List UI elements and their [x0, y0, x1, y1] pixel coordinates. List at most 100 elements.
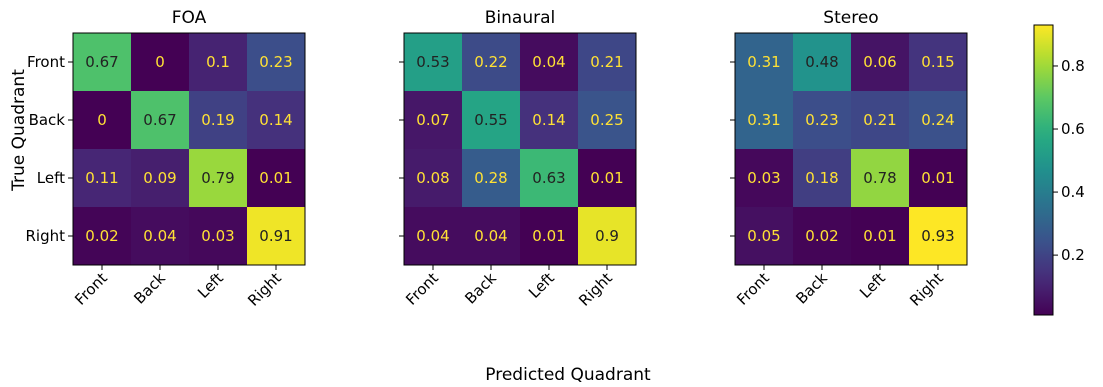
cell-value-label: 0.28 — [474, 169, 507, 187]
heatmap-cell — [520, 91, 579, 150]
panel-title: Stereo — [823, 8, 878, 28]
cell-value-label: 0.93 — [921, 227, 954, 245]
heatmap-cell — [851, 149, 910, 208]
cell-value-label: 0.01 — [863, 227, 896, 245]
x-tick-label: Front — [402, 269, 442, 309]
heatmap-cell — [131, 33, 190, 92]
heatmap-cell — [851, 91, 910, 150]
heatmap-cell — [578, 207, 637, 266]
cell-value-label: 0.55 — [474, 111, 507, 129]
cell-value-label: 0.14 — [532, 111, 565, 129]
heatmap-cell — [851, 33, 910, 92]
x-tick-label: Back — [130, 269, 169, 308]
cell-value-label: 0.06 — [863, 53, 896, 71]
heatmap-cell — [247, 149, 306, 208]
heatmap-cell — [404, 149, 463, 208]
heatmap-cell — [247, 91, 306, 150]
x-tick-label: Front — [71, 269, 111, 309]
cell-value-label: 0.67 — [143, 111, 176, 129]
heatmap-cell — [189, 91, 248, 150]
cell-value-label: 0.78 — [863, 169, 896, 187]
heatmap-cell — [735, 207, 794, 266]
colorbar: 0.2 0.4 0.6 0.8 — [1033, 24, 1085, 316]
y-tick-label: Right — [26, 227, 66, 245]
x-axis-label: Predicted Quadrant — [485, 365, 651, 385]
x-tick-label: Right — [244, 269, 285, 310]
x-tick-label: Left — [856, 269, 889, 302]
heatmap-cell — [578, 91, 637, 150]
heatmap-cell — [189, 149, 248, 208]
heatmap-cell — [735, 149, 794, 208]
x-tick-label: Back — [461, 269, 500, 308]
cell-value-label: 0.31 — [747, 111, 780, 129]
heatmap-cell — [189, 207, 248, 266]
cell-value-label: 0.24 — [921, 111, 954, 129]
panel-frame — [403, 32, 637, 266]
heatmap-cell — [520, 149, 579, 208]
y-axis-label: True Quadrant — [9, 69, 29, 192]
cell-value-label: 0 — [155, 53, 165, 71]
heatmap-panel: FOA 0.67 0 0.1 0.23 0 0.67 0.19 0.14 0.11 0.09 0.79… — [26, 8, 306, 310]
panel-frame — [72, 32, 306, 266]
colorbar-tick-label: 0.2 — [1061, 246, 1085, 264]
heatmap-cell — [73, 207, 132, 266]
heatmap-cell — [462, 33, 521, 92]
cell-value-label: 0.08 — [416, 169, 449, 187]
heatmap-cell — [793, 33, 852, 92]
x-tick-label: Left — [525, 269, 558, 302]
x-tick-label: Back — [792, 269, 831, 308]
colorbar-tick-label: 0.4 — [1061, 183, 1085, 201]
cell-value-label: 0.79 — [201, 169, 234, 187]
y-tick-label: Left — [37, 169, 65, 187]
x-tick-label: Right — [575, 269, 616, 310]
heatmap-panel: Stereo 0.31 0.48 0.06 0.15 0.31 0.23 0.21 0.24 0.… — [730, 8, 968, 310]
heatmap-cell — [851, 207, 910, 266]
cell-value-label: 0.91 — [259, 227, 292, 245]
panel-title: Binaural — [485, 8, 555, 28]
colorbar-bar — [1033, 24, 1054, 316]
cell-value-label: 0.14 — [259, 111, 292, 129]
heatmap-cell — [131, 149, 190, 208]
cell-value-label: 0 — [97, 111, 107, 129]
heatmap-cell — [909, 33, 968, 92]
heatmap-cell — [462, 149, 521, 208]
cell-value-label: 0.11 — [85, 169, 118, 187]
cell-value-label: 0.1 — [206, 53, 230, 71]
cell-value-label: 0.04 — [143, 227, 176, 245]
heatmap-cell — [578, 149, 637, 208]
cell-value-label: 0.9 — [595, 227, 619, 245]
cell-value-label: 0.48 — [805, 53, 838, 71]
cell-value-label: 0.67 — [85, 53, 118, 71]
x-tick-label: Front — [733, 269, 773, 309]
cell-value-label: 0.19 — [201, 111, 234, 129]
y-tick-label: Back — [29, 111, 66, 129]
panel-frame — [734, 32, 968, 266]
cell-value-label: 0.23 — [259, 53, 292, 71]
heatmap-cell — [189, 33, 248, 92]
cell-value-label: 0.31 — [747, 53, 780, 71]
cell-value-label: 0.07 — [416, 111, 449, 129]
heatmap-cell — [462, 207, 521, 266]
cell-value-label: 0.04 — [532, 53, 565, 71]
colorbar-tick-label: 0.6 — [1061, 120, 1085, 138]
cell-value-label: 0.01 — [532, 227, 565, 245]
heatmap-cell — [735, 33, 794, 92]
cell-value-label: 0.23 — [805, 111, 838, 129]
cell-value-label: 0.21 — [863, 111, 896, 129]
cell-value-label: 0.63 — [532, 169, 565, 187]
cell-value-label: 0.04 — [474, 227, 507, 245]
cell-value-label: 0.01 — [921, 169, 954, 187]
cell-value-label: 0.05 — [747, 227, 780, 245]
x-tick-label: Right — [906, 269, 947, 310]
cell-value-label: 0.15 — [921, 53, 954, 71]
heatmap-cell — [247, 33, 306, 92]
panels-group: FOA 0.67 0 0.1 0.23 0 0.67 0.19 0.14 0.11 0.09 0.79… — [26, 8, 968, 310]
heatmap-cell — [520, 207, 579, 266]
colorbar-tick-label: 0.8 — [1061, 57, 1085, 75]
heatmap-cell — [404, 91, 463, 150]
x-tick-label: Left — [194, 269, 227, 302]
heatmap-cell — [909, 207, 968, 266]
heatmap-cell — [404, 207, 463, 266]
cell-value-label: 0.04 — [416, 227, 449, 245]
